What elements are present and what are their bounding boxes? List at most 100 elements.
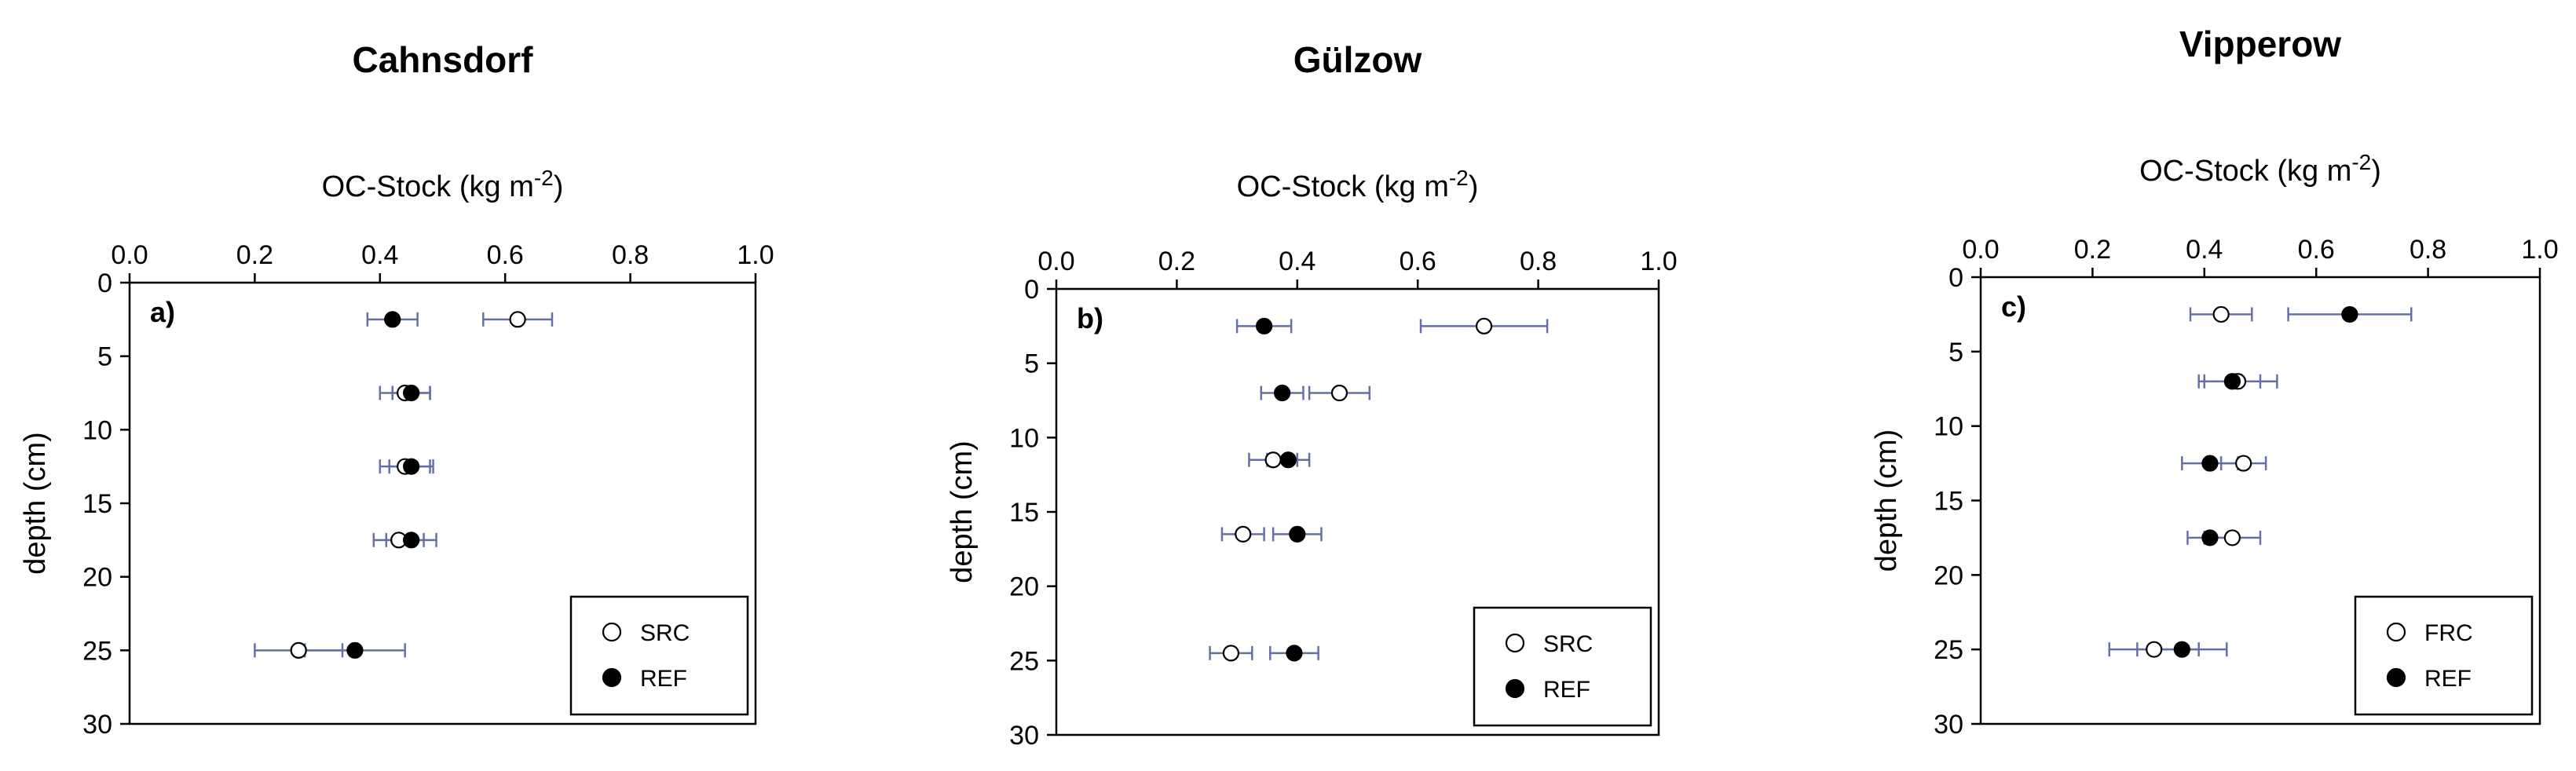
y-tick-label: 15: [82, 489, 112, 519]
y-tick-label: 30: [1009, 721, 1039, 751]
data-point-filled: [2223, 373, 2241, 390]
y-tick-label: 25: [82, 636, 112, 666]
legend-box: [2354, 595, 2534, 716]
y-tick-label: 10: [82, 415, 112, 445]
data-point-filled: [346, 641, 364, 659]
data-point-filled: [403, 384, 420, 402]
legend-marker: [602, 622, 622, 642]
x-axis-label-superscript: -2: [1449, 166, 1469, 190]
x-axis-label-text: OC-Stock (kg m: [1237, 170, 1449, 203]
chart-panel-1: Cahnsdorf OC-Stock (kg m-2) 0.0 0.2 0.4 0.6 0.…: [19, 39, 774, 740]
x-tick-label: 0.0: [1037, 247, 1074, 276]
y-tick-label: 10: [1009, 423, 1039, 453]
data-point-open: [509, 311, 526, 328]
y-tick-label: 5: [97, 342, 112, 372]
x-tick-label: 0.2: [236, 240, 273, 270]
legend-marker: [1505, 633, 1525, 653]
y-tick-label: 15: [1934, 487, 1963, 517]
data-point-open: [1264, 451, 1282, 469]
data-point-open: [2223, 529, 2241, 546]
data-point-filled: [2173, 641, 2190, 658]
x-tick-label: 0.2: [2074, 235, 2111, 265]
site-title: Gülzow: [1293, 39, 1422, 80]
y-tick-label: 20: [1934, 561, 1963, 590]
x-tick-label: 0.4: [361, 240, 398, 270]
panel-label: a): [150, 296, 175, 328]
data-point-open: [290, 641, 307, 659]
y-tick-label: 15: [1009, 498, 1039, 528]
panel-label: c): [2001, 290, 2026, 323]
chart-panel-3: Vipperow OC-Stock (kg m-2) 0.0 0.2 0.4 0.6 0.8…: [1870, 24, 2559, 740]
panel-label: b): [1077, 302, 1103, 334]
y-axis-label: depth (cm): [1870, 429, 1903, 572]
data-point-filled: [2201, 455, 2219, 472]
x-axis-label-end: ): [554, 170, 564, 203]
legend-label: REF: [1543, 677, 1590, 703]
data-point-open: [1475, 317, 1493, 334]
x-axis-label-superscript: -2: [534, 166, 554, 190]
x-axis-label: OC-Stock (kg m-2): [322, 166, 564, 203]
x-tick-label: 0.4: [1279, 247, 1315, 276]
x-tick-label: 0.6: [2298, 235, 2335, 265]
site-title: Cahnsdorf: [353, 39, 534, 80]
legend-box: [1473, 606, 1652, 727]
y-tick-label: 25: [1934, 635, 1963, 665]
x-tick-label: 0.4: [2186, 235, 2223, 265]
y-tick-label: 0: [97, 269, 112, 298]
data-point-filled: [403, 458, 420, 475]
x-axis-label-end: ): [2371, 155, 2381, 188]
y-tick-label: 0: [1948, 263, 1963, 293]
y-tick-label: 20: [82, 563, 112, 593]
data-point-open: [1222, 645, 1240, 662]
x-axis-label-text: OC-Stock (kg m: [2139, 155, 2351, 188]
x-tick-label: 1.0: [737, 240, 774, 270]
data-point-filled: [384, 311, 401, 328]
data-point-open: [2146, 641, 2163, 658]
x-tick-label: 0.2: [1158, 247, 1195, 276]
legend-box: [569, 595, 749, 716]
data-point-filled: [1289, 525, 1306, 543]
site-title: Vipperow: [2179, 24, 2341, 64]
y-tick-label: 30: [1934, 710, 1963, 740]
y-tick-label: 30: [82, 710, 112, 740]
x-axis-label-superscript: -2: [2351, 150, 2371, 174]
y-tick-label: 10: [1934, 412, 1963, 442]
legend-label: FRC: [2424, 620, 2473, 646]
legend-marker: [1505, 678, 1525, 699]
y-tick-label: 0: [1024, 275, 1039, 305]
x-axis-label: OC-Stock (kg m-2): [1237, 166, 1479, 203]
legend-label: REF: [640, 666, 687, 692]
legend-label: SRC: [640, 620, 690, 646]
x-axis-label-end: ): [1469, 170, 1479, 203]
data-point-filled: [2201, 529, 2219, 546]
legend-label: SRC: [1543, 631, 1593, 657]
y-tick-label: 5: [1024, 349, 1039, 379]
y-axis-label: depth (cm): [19, 432, 52, 575]
x-tick-label: 0.6: [1400, 247, 1436, 276]
legend-marker: [2386, 622, 2406, 642]
x-tick-label: 1.0: [2521, 235, 2558, 265]
chart-panel-2: Gülzow OC-Stock (kg m-2) 0.0 0.2 0.4 0.6 0.8 1.…: [946, 39, 1678, 751]
x-tick-label: 0.8: [1520, 247, 1557, 276]
data-point-open: [1235, 525, 1252, 543]
y-tick-label: 20: [1009, 572, 1039, 602]
data-point-open: [1330, 384, 1348, 402]
data-point-open: [2235, 455, 2252, 472]
x-axis-label-text: OC-Stock (kg m: [322, 170, 534, 203]
x-tick-label: 0.0: [111, 240, 148, 270]
x-axis-label: OC-Stock (kg m-2): [2139, 150, 2381, 188]
data-point-filled: [2341, 305, 2358, 323]
y-axis-label: depth (cm): [946, 440, 979, 583]
x-tick-label: 0.8: [612, 240, 649, 270]
y-tick-label: 5: [1948, 338, 1963, 367]
legend-marker: [2386, 667, 2406, 688]
data-point-open: [2212, 305, 2230, 323]
x-tick-label: 1.0: [1640, 247, 1677, 276]
x-tick-label: 0.6: [487, 240, 524, 270]
legend-label: REF: [2424, 666, 2472, 692]
x-tick-label: 0.8: [2410, 235, 2446, 265]
data-point-filled: [1286, 645, 1303, 662]
data-point-filled: [1279, 451, 1297, 469]
legend-marker: [602, 667, 622, 688]
